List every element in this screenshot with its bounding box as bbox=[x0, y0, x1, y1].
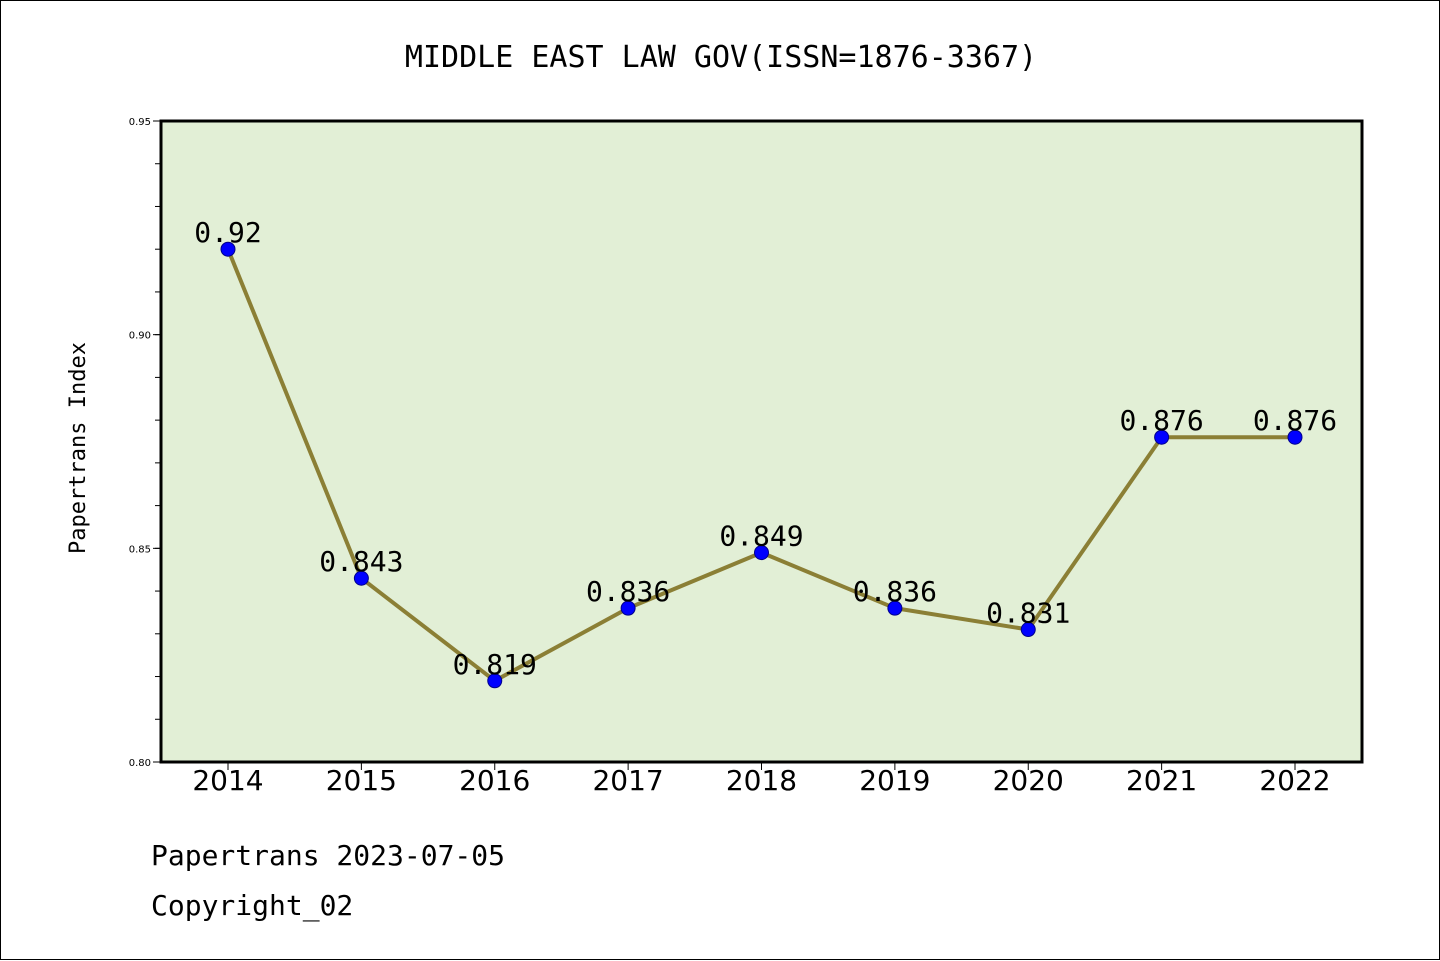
data-label: 0.876 bbox=[1253, 404, 1337, 437]
x-tick-label: 2015 bbox=[326, 764, 397, 797]
y-tick-label: 0.95 bbox=[129, 117, 151, 128]
data-label: 0.819 bbox=[453, 648, 537, 681]
footer-source: Papertrans 2023-07-05 bbox=[151, 839, 505, 872]
data-point bbox=[620, 600, 636, 616]
y-tick-label: 0.80 bbox=[129, 758, 151, 769]
data-label: 0.849 bbox=[719, 520, 803, 553]
y-axis-label: Papertrans Index bbox=[66, 342, 91, 554]
x-axis: 2014 2015 2016 2017 2018 2019 2020 2021 2022 bbox=[192, 762, 1331, 797]
data-label: 0.836 bbox=[586, 575, 670, 608]
data-point bbox=[487, 673, 503, 689]
data-point bbox=[1020, 622, 1036, 638]
data-label: 0.831 bbox=[986, 597, 1070, 630]
x-tick-label: 2016 bbox=[459, 764, 530, 797]
data-point bbox=[887, 600, 903, 616]
chart-title: MIDDLE EAST LAW GOV(ISSN=1876-3367) bbox=[405, 40, 1037, 75]
plot-area bbox=[159, 119, 1364, 764]
x-tick-label: 2014 bbox=[192, 764, 263, 797]
data-point bbox=[220, 241, 236, 257]
data-label: 0.843 bbox=[319, 545, 403, 578]
data-point bbox=[1287, 429, 1303, 445]
footer-copyright: Copyright_02 bbox=[151, 889, 353, 923]
data-label: 0.92 bbox=[194, 216, 261, 249]
x-tick-label: 2019 bbox=[859, 764, 930, 797]
y-axis: 0.80 0.85 0.90 0.95 bbox=[129, 117, 161, 769]
x-tick-label: 2017 bbox=[592, 764, 663, 797]
x-tick-label: 2022 bbox=[1259, 764, 1330, 797]
x-tick-label: 2020 bbox=[993, 764, 1064, 797]
data-point bbox=[754, 545, 769, 561]
data-point bbox=[1154, 429, 1170, 445]
data-labels: 0.92 0.843 0.819 0.836 0.849 0.836 0.831 0.876 0… bbox=[194, 216, 1337, 681]
data-label: 0.836 bbox=[853, 575, 937, 608]
x-tick-label: 2018 bbox=[726, 764, 797, 797]
y-tick-label: 0.90 bbox=[129, 331, 151, 342]
series-markers bbox=[220, 241, 1303, 689]
y-tick-label: 0.85 bbox=[129, 544, 151, 555]
data-label: 0.876 bbox=[1119, 404, 1203, 437]
data-point bbox=[353, 570, 369, 586]
x-tick-label: 2021 bbox=[1126, 764, 1197, 797]
